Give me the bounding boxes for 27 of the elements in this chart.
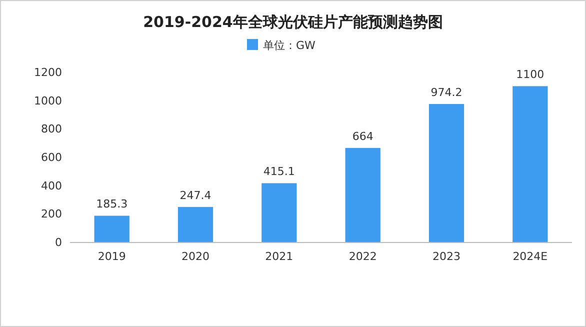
bar: [178, 206, 214, 242]
bar: [94, 216, 130, 242]
bar: [428, 104, 464, 242]
y-tick-label: 0: [55, 236, 62, 249]
data-label: 185.3: [96, 198, 128, 211]
data-label: 974.2: [430, 86, 462, 99]
y-tick-label: 1200: [34, 66, 62, 79]
x-tick-label: 2022: [348, 250, 377, 263]
bar: [262, 183, 297, 242]
y-tick-label: 200: [41, 208, 62, 221]
legend-label: 单位：GW: [263, 39, 316, 52]
data-label: 247.4: [180, 188, 212, 202]
y-tick-label: 600: [41, 151, 62, 164]
x-tick-label: 2024E: [512, 250, 548, 263]
data-label: 664: [352, 130, 374, 143]
chart-title: 2019-2024年全球光伏硅片产能预测趋势图: [143, 13, 443, 31]
y-tick-label: 800: [41, 122, 62, 136]
x-tick-label: 2023: [432, 250, 460, 263]
y-tick-label: 400: [41, 179, 62, 192]
bar: [345, 148, 380, 242]
data-label: 415.1: [263, 165, 295, 178]
bar: [512, 86, 548, 242]
x-tick-label: 2021: [265, 250, 294, 263]
data-label: 1100: [516, 68, 544, 82]
y-tick-label: 1000: [34, 94, 62, 108]
x-tick-label: 2019: [98, 250, 126, 263]
x-tick-label: 2020: [182, 250, 210, 263]
